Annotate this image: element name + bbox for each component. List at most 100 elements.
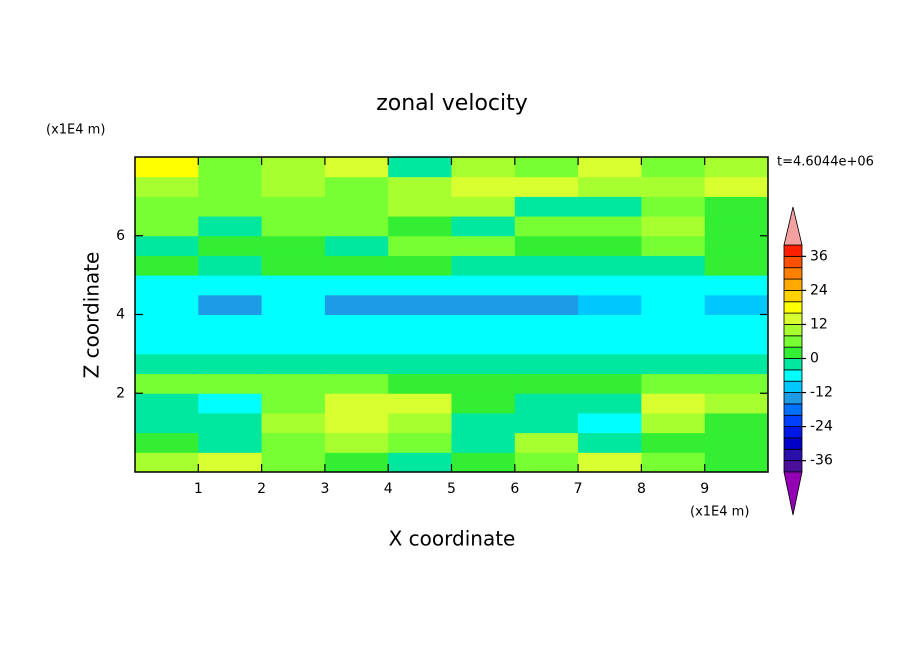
- contour-cell: [641, 294, 706, 315]
- colorbar-box: [783, 324, 803, 337]
- contour-cell: [641, 216, 706, 237]
- contour-cell: [704, 334, 769, 355]
- contour-cell: [704, 157, 769, 178]
- contour-cell: [641, 235, 706, 256]
- contour-cell: [388, 235, 452, 256]
- contour-cell: [324, 196, 389, 217]
- contour-cell: [198, 334, 263, 355]
- contour-cell: [578, 373, 642, 394]
- colorbar-tick-label: 36: [810, 248, 828, 264]
- colorbar-box: [783, 460, 803, 473]
- contour-cell: [704, 294, 769, 315]
- contour-cell: [514, 216, 579, 237]
- x-tick-label: 9: [700, 481, 709, 497]
- contour-cell: [324, 432, 389, 453]
- contour-cell: [198, 353, 263, 375]
- colorbar-box: [783, 312, 803, 325]
- contour-cell: [324, 334, 389, 355]
- contour-cell: [578, 235, 642, 256]
- contour-cell: [578, 157, 642, 178]
- colorbar-box: [783, 301, 803, 314]
- y-tick-label: 6: [116, 228, 125, 244]
- colorbar-tick-label: 0: [810, 351, 819, 367]
- contour-cell: [135, 157, 199, 178]
- contour-cell: [451, 353, 516, 375]
- contour-cell: [514, 393, 579, 414]
- contour-cell: [324, 393, 389, 414]
- contour-cell: [578, 176, 642, 197]
- contour-cell: [388, 294, 452, 315]
- colorbar-box: [783, 380, 803, 393]
- contour-cell: [451, 412, 516, 434]
- contour-cell: [704, 373, 769, 394]
- y-tick-label: 2: [116, 385, 125, 401]
- contour-cell: [198, 176, 263, 197]
- contour-cell: [578, 294, 642, 315]
- contour-cell: [198, 294, 263, 315]
- contour-cell: [261, 334, 326, 355]
- contour-cell: [324, 255, 389, 276]
- contour-cell: [514, 176, 579, 197]
- contour-cell: [704, 452, 769, 473]
- contour-cell: [324, 452, 389, 473]
- contour-cell: [704, 353, 769, 375]
- contour-cell: [135, 216, 199, 237]
- contour-cell: [261, 432, 326, 453]
- colorbar-box: [783, 278, 803, 291]
- x-axis-label: X coordinate: [389, 527, 516, 551]
- contour-cell: [261, 196, 326, 217]
- contour-cell: [261, 452, 326, 473]
- colorbar-box: [783, 255, 803, 269]
- colorbar-box: [783, 358, 803, 371]
- contour-cell: [135, 314, 199, 335]
- contour-cell: [388, 216, 452, 237]
- contour-cell: [388, 432, 452, 453]
- contour-cell: [198, 393, 263, 414]
- contour-cell: [324, 412, 389, 434]
- contour-cell: [198, 452, 263, 473]
- contour-cell: [388, 373, 452, 394]
- colorbar-box: [783, 244, 803, 257]
- x-tick-label: 3: [320, 481, 329, 497]
- colorbar-tick-label: -12: [810, 385, 833, 401]
- x-tick-label: 4: [384, 481, 393, 497]
- contour-cell: [451, 157, 516, 178]
- contour-cell: [451, 452, 516, 473]
- contour-cell: [324, 176, 389, 197]
- colorbar-box: [783, 392, 803, 405]
- contour-cell: [324, 373, 389, 394]
- contour-cell: [578, 412, 642, 434]
- contour-cell: [514, 353, 579, 375]
- contour-cell: [641, 412, 706, 434]
- contour-cell: [641, 275, 706, 296]
- contour-cell: [388, 176, 452, 197]
- colorbar-box: [783, 369, 803, 382]
- contour-cell: [514, 373, 579, 394]
- contour-cell: [198, 314, 263, 335]
- contour-cell: [641, 196, 706, 217]
- contour-cell: [514, 314, 579, 335]
- contour-cell: [451, 255, 516, 276]
- contour-cell: [135, 452, 199, 473]
- contour-cell: [135, 432, 199, 453]
- contour-cell: [261, 314, 326, 335]
- contour-cell: [324, 235, 389, 256]
- contour-cell: [135, 393, 199, 414]
- contour-cell: [324, 275, 389, 296]
- contour-cell: [135, 176, 199, 197]
- contour-cell: [578, 432, 642, 453]
- x-tick-label: 1: [194, 481, 203, 497]
- contour-cell: [388, 275, 452, 296]
- contour-cell: [641, 314, 706, 335]
- contour-cell: [324, 157, 389, 178]
- contour-cell: [198, 216, 263, 237]
- contour-cell: [451, 196, 516, 217]
- contour-cell: [198, 157, 263, 178]
- colorbar-box: [783, 346, 803, 359]
- time-label: t=4.6044e+06: [777, 155, 874, 170]
- contour-cell: [514, 294, 579, 315]
- contour-cell: [704, 432, 769, 453]
- contour-cell: [641, 176, 706, 197]
- contour-cell: [388, 196, 452, 217]
- contour-cell: [578, 334, 642, 355]
